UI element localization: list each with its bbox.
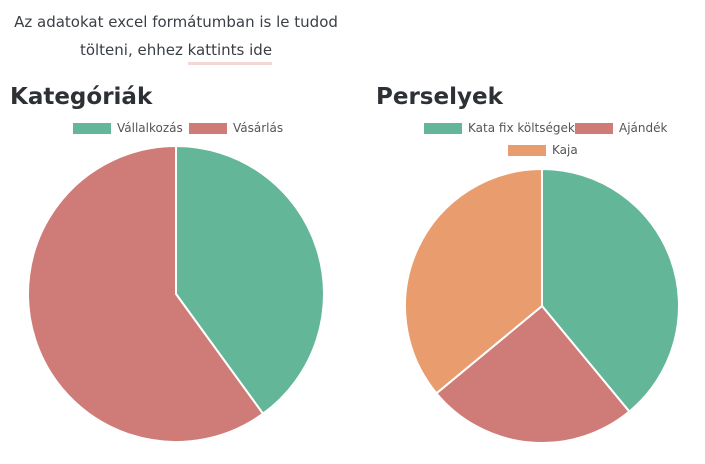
categories-title: Kategóriák <box>10 84 153 110</box>
pie-slice-kaja[interactable] <box>404 167 543 395</box>
intro-line-1: Az adatokat excel formátumban is le tudo… <box>14 13 338 31</box>
legend-swatch <box>575 122 613 134</box>
legend-item-vallalkozas[interactable]: Vállalkozás <box>73 121 183 135</box>
legend-item-kaja[interactable]: Kaja <box>508 143 578 157</box>
boxes-title: Perselyek <box>376 84 503 110</box>
legend-label: Vásárlás <box>233 121 284 135</box>
legend-label: Kata fix költségek <box>468 121 575 135</box>
download-excel-link[interactable]: kattints ide <box>187 41 273 65</box>
legend-swatch <box>424 122 462 134</box>
legend-item-ajandek[interactable]: Ajándék <box>575 121 667 135</box>
legend-label: Ajándék <box>619 121 668 135</box>
legend-label: Kaja <box>552 143 578 157</box>
pie-slice-ajandek[interactable] <box>435 304 631 444</box>
pie-slice-vallalkozas[interactable] <box>175 144 325 416</box>
pie-slice-kata-fix-koltsegek[interactable] <box>541 167 680 413</box>
intro-text: Az adatokat excel formátumban is le tudo… <box>0 8 352 65</box>
intro-line-2: tölteni, ehhez kattints ide <box>0 36 352 65</box>
intro-line-2-prefix: tölteni, ehhez <box>79 41 188 59</box>
legend-swatch <box>189 122 227 134</box>
legend-swatch <box>73 122 111 134</box>
pie-slice-vasarlas[interactable] <box>27 144 265 443</box>
legend-swatch <box>508 144 546 156</box>
legend-item-kata-fix-koltsegek[interactable]: Kata fix költségek <box>424 121 575 135</box>
legend-label: Vállalkozás <box>117 121 183 135</box>
legend-item-vasarlas[interactable]: Vásárlás <box>189 121 283 135</box>
